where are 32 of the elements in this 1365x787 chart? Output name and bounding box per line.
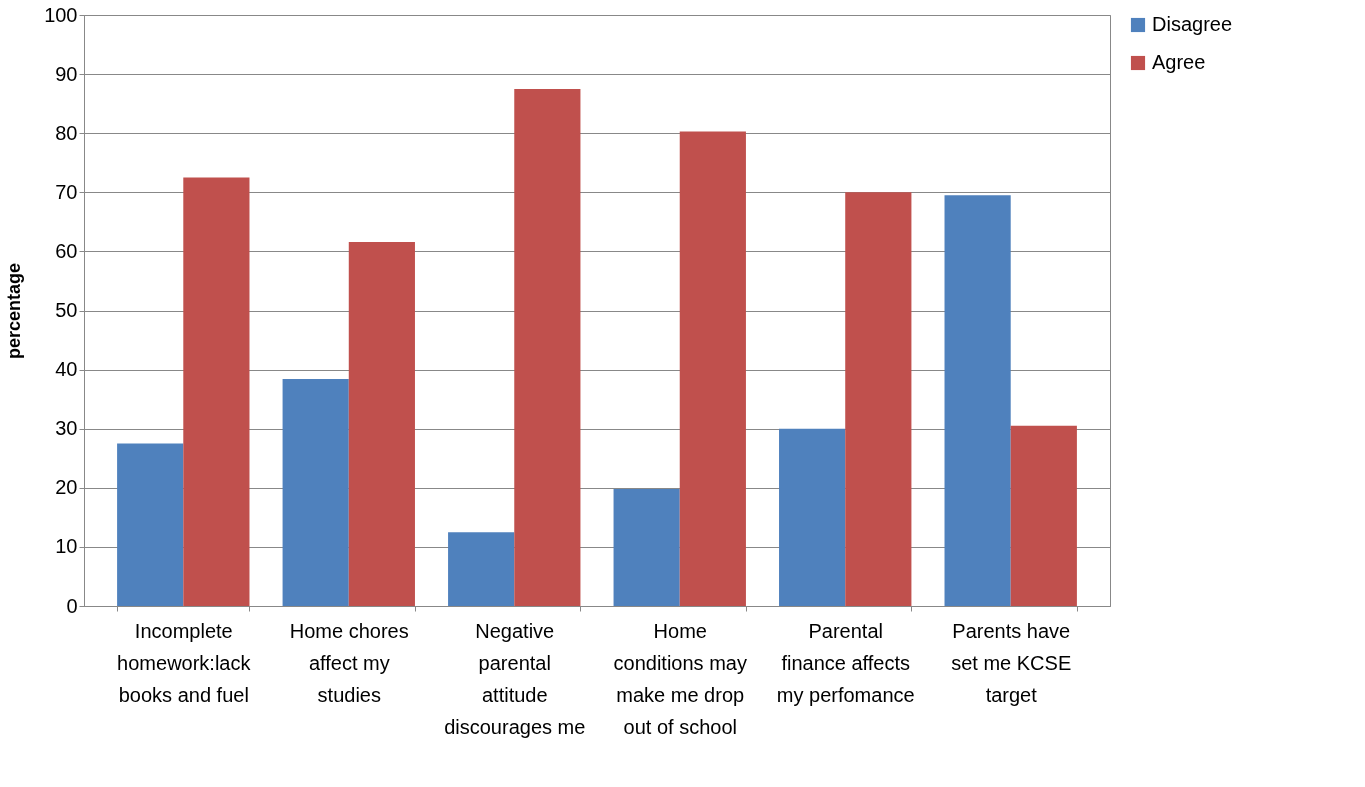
y-tick-label: 10 [55, 535, 78, 558]
bar [183, 177, 250, 606]
x-tick-label: Parental finance affects my perfomance [776, 619, 915, 706]
y-tick-label: 50 [55, 299, 78, 321]
bar [348, 241, 415, 606]
bar [448, 532, 515, 606]
x-tick-label: Home chores affect my studies [289, 619, 409, 706]
x-tick-label: Incomplete homework:lack books and fuel [117, 619, 252, 706]
bar [117, 443, 184, 606]
y-tick-label: 60 [55, 239, 78, 262]
bar [845, 192, 912, 606]
bar [779, 428, 846, 606]
bar [514, 88, 581, 606]
bar [282, 379, 349, 606]
legend-label: Agree [1152, 51, 1206, 73]
x-tick-label: Parents have set me KCSE target [951, 619, 1072, 706]
y-tick-label: 30 [55, 417, 78, 440]
x-tick-label: Negative parental attitude discourages me [444, 619, 586, 738]
bar [1010, 425, 1077, 606]
bar [679, 131, 746, 606]
bar [944, 195, 1011, 606]
y-tick-label: 90 [55, 62, 78, 85]
legend-label: Disagree [1152, 13, 1233, 35]
y-tick-label: 70 [55, 180, 78, 203]
y-tick-label: 20 [55, 476, 78, 499]
x-tick-label: Home conditions may make me drop out of school [613, 619, 747, 738]
y-tick-label: 40 [55, 358, 78, 381]
y-tick-label: 0 [66, 594, 78, 617]
y-tick-label: 100 [44, 3, 78, 26]
y-axis-title: percentage [4, 262, 25, 360]
bar [613, 488, 680, 606]
y-tick-label: 80 [55, 121, 78, 144]
